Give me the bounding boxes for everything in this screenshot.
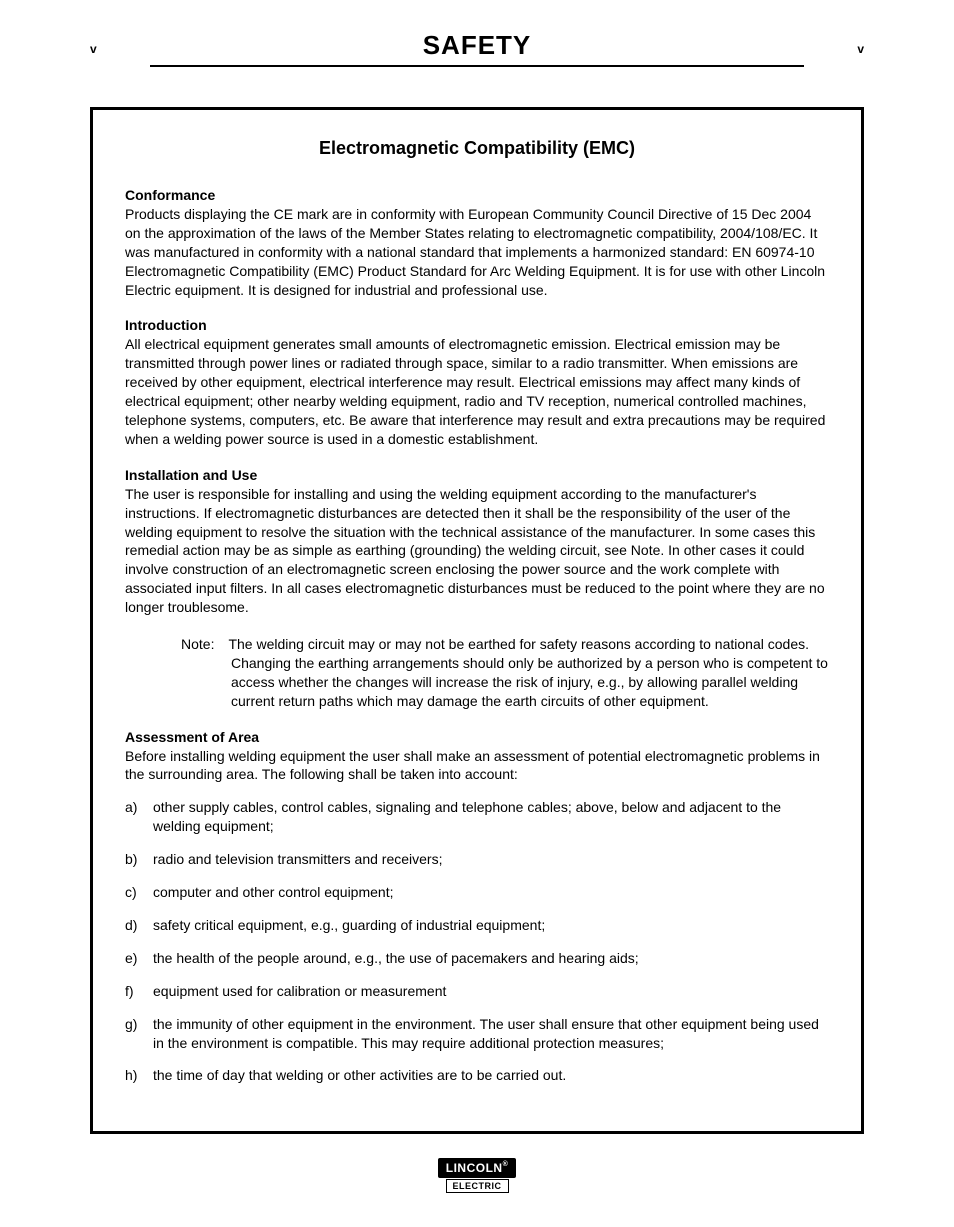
section-heading-conformance: Conformance: [125, 187, 829, 203]
list-item: f) equipment used for calibration or mea…: [125, 982, 829, 1001]
list-item-letter: h): [125, 1066, 153, 1085]
list-item-text: equipment used for calibration or measur…: [153, 982, 829, 1001]
section-heading-assessment: Assessment of Area: [125, 729, 829, 745]
page-header-title: SAFETY: [150, 30, 804, 67]
list-item-text: safety critical equipment, e.g., guardin…: [153, 916, 829, 935]
list-item-letter: c): [125, 883, 153, 902]
list-item-text: computer and other control equipment;: [153, 883, 829, 902]
list-item-text: other supply cables, control cables, sig…: [153, 798, 829, 836]
installation-note: Note: The welding circuit may or may not…: [181, 635, 829, 711]
list-item: d) safety critical equipment, e.g., guar…: [125, 916, 829, 935]
list-item-text: the health of the people around, e.g., t…: [153, 949, 829, 968]
logo-registered-icon: ®: [503, 1161, 509, 1168]
page: v SAFETY v Electromagnetic Compatibility…: [0, 0, 954, 1214]
content-frame: Electromagnetic Compatibility (EMC) Conf…: [90, 107, 864, 1134]
list-item-letter: e): [125, 949, 153, 968]
logo-bottom-text: ELECTRIC: [446, 1179, 509, 1193]
list-item-text: radio and television transmitters and re…: [153, 850, 829, 869]
list-item-letter: a): [125, 798, 153, 836]
lincoln-electric-logo: LINCOLN® ELECTRIC: [438, 1158, 517, 1193]
logo-brand: LINCOLN: [446, 1161, 503, 1175]
list-item: e) the health of the people around, e.g.…: [125, 949, 829, 968]
section-body-conformance: Products displaying the CE mark are in c…: [125, 205, 829, 299]
list-item: a) other supply cables, control cables, …: [125, 798, 829, 836]
list-item: g) the immunity of other equipment in th…: [125, 1015, 829, 1053]
list-item-text: the immunity of other equipment in the e…: [153, 1015, 829, 1053]
list-item: c) computer and other control equipment;: [125, 883, 829, 902]
list-item-letter: d): [125, 916, 153, 935]
list-item-letter: f): [125, 982, 153, 1001]
logo-top-text: LINCOLN®: [438, 1158, 517, 1178]
document-title: Electromagnetic Compatibility (EMC): [125, 138, 829, 159]
footer-logo: LINCOLN® ELECTRIC: [90, 1158, 864, 1194]
section-heading-installation: Installation and Use: [125, 467, 829, 483]
section-body-installation: The user is responsible for installing a…: [125, 485, 829, 617]
page-header: v SAFETY v: [90, 30, 864, 67]
assessment-list: a) other supply cables, control cables, …: [125, 798, 829, 1085]
section-heading-introduction: Introduction: [125, 317, 829, 333]
list-item: b) radio and television transmitters and…: [125, 850, 829, 869]
page-number-right: v: [824, 42, 864, 56]
section-body-introduction: All electrical equipment generates small…: [125, 335, 829, 448]
list-item-text: the time of day that welding or other ac…: [153, 1066, 829, 1085]
list-item-letter: b): [125, 850, 153, 869]
section-intro-assessment: Before installing welding equipment the …: [125, 747, 829, 785]
list-item: h) the time of day that welding or other…: [125, 1066, 829, 1085]
page-number-left: v: [90, 42, 130, 56]
list-item-letter: g): [125, 1015, 153, 1053]
